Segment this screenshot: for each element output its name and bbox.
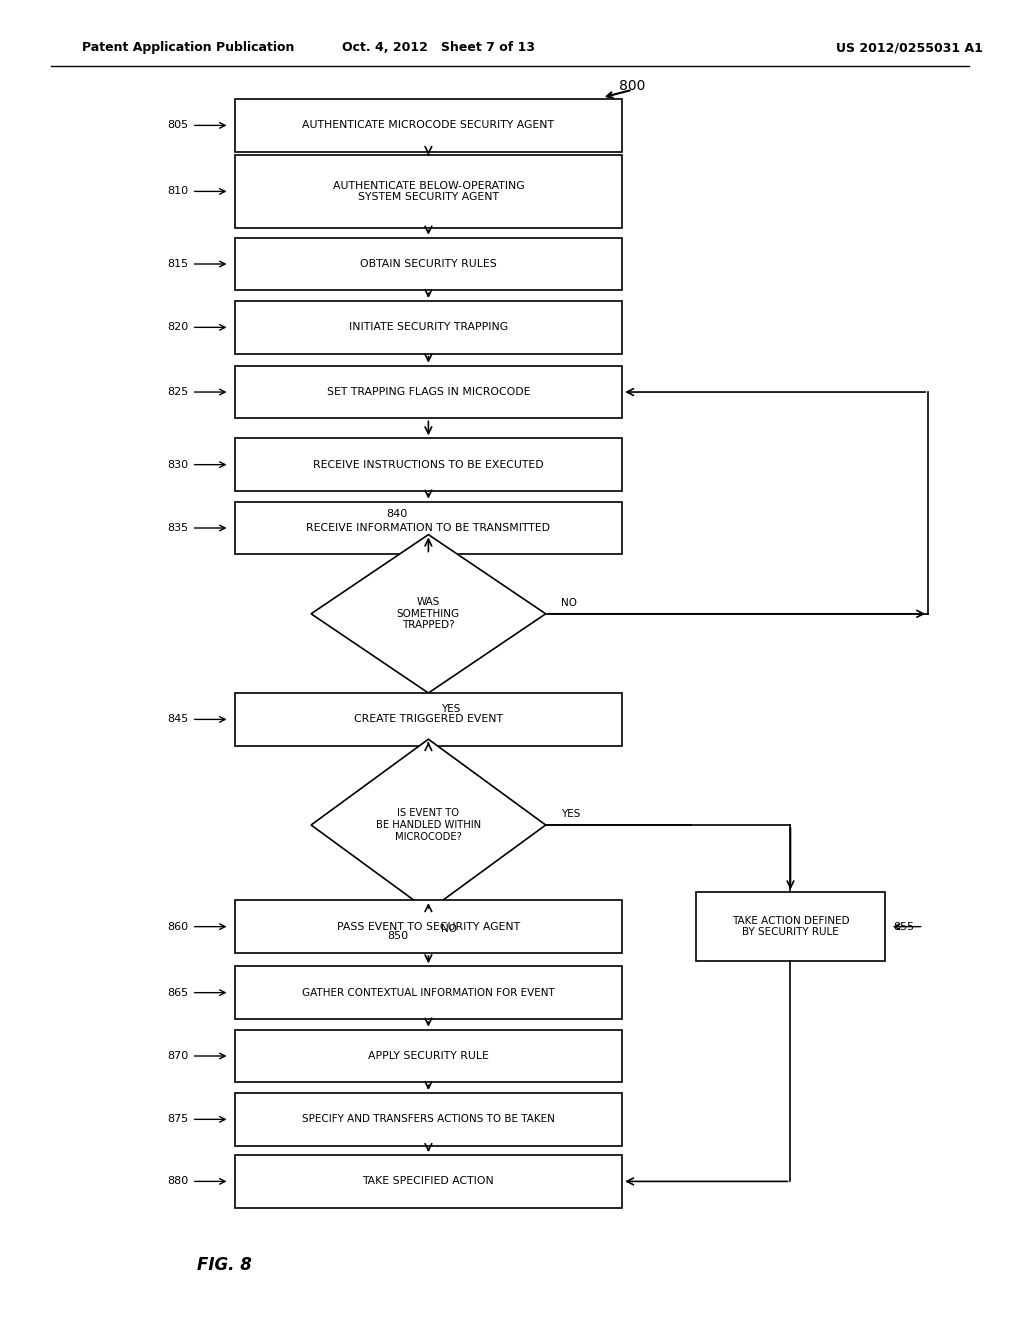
Text: 865: 865: [168, 987, 188, 998]
Text: 800: 800: [620, 79, 645, 92]
Text: 860: 860: [168, 921, 188, 932]
FancyBboxPatch shape: [234, 1093, 623, 1146]
FancyBboxPatch shape: [234, 99, 623, 152]
Text: YES: YES: [561, 809, 581, 820]
Text: CREATE TRIGGERED EVENT: CREATE TRIGGERED EVENT: [354, 714, 503, 725]
Text: TAKE SPECIFIED ACTION: TAKE SPECIFIED ACTION: [362, 1176, 495, 1187]
Polygon shape: [311, 535, 546, 693]
Text: OBTAIN SECURITY RULES: OBTAIN SECURITY RULES: [360, 259, 497, 269]
FancyBboxPatch shape: [234, 900, 623, 953]
FancyBboxPatch shape: [234, 154, 623, 227]
Text: 835: 835: [168, 523, 188, 533]
Text: 825: 825: [168, 387, 188, 397]
FancyBboxPatch shape: [234, 966, 623, 1019]
Text: AUTHENTICATE MICROCODE SECURITY AGENT: AUTHENTICATE MICROCODE SECURITY AGENT: [302, 120, 554, 131]
FancyBboxPatch shape: [696, 892, 885, 961]
Text: 855: 855: [893, 921, 914, 932]
Text: RECEIVE INSTRUCTIONS TO BE EXECUTED: RECEIVE INSTRUCTIONS TO BE EXECUTED: [313, 459, 544, 470]
Text: TAKE ACTION DEFINED
BY SECURITY RULE: TAKE ACTION DEFINED BY SECURITY RULE: [732, 916, 849, 937]
Text: Patent Application Publication: Patent Application Publication: [82, 41, 294, 54]
Text: 830: 830: [168, 459, 188, 470]
Text: SPECIFY AND TRANSFERS ACTIONS TO BE TAKEN: SPECIFY AND TRANSFERS ACTIONS TO BE TAKE…: [302, 1114, 555, 1125]
Text: YES: YES: [440, 704, 460, 714]
Text: PASS EVENT TO SECURITY AGENT: PASS EVENT TO SECURITY AGENT: [337, 921, 520, 932]
Text: 850: 850: [387, 931, 408, 941]
Text: 815: 815: [168, 259, 188, 269]
Text: 845: 845: [168, 714, 188, 725]
Text: 840: 840: [387, 508, 408, 519]
FancyBboxPatch shape: [234, 438, 623, 491]
Text: NO: NO: [561, 598, 577, 609]
FancyBboxPatch shape: [234, 1030, 623, 1082]
Text: 870: 870: [168, 1051, 188, 1061]
Text: INITIATE SECURITY TRAPPING: INITIATE SECURITY TRAPPING: [349, 322, 508, 333]
FancyBboxPatch shape: [234, 238, 623, 290]
Text: APPLY SECURITY RULE: APPLY SECURITY RULE: [368, 1051, 488, 1061]
Text: AUTHENTICATE BELOW-OPERATING
SYSTEM SECURITY AGENT: AUTHENTICATE BELOW-OPERATING SYSTEM SECU…: [333, 181, 524, 202]
FancyBboxPatch shape: [234, 502, 623, 554]
FancyBboxPatch shape: [234, 693, 623, 746]
Polygon shape: [311, 739, 546, 911]
Text: NO: NO: [440, 924, 457, 935]
Text: GATHER CONTEXTUAL INFORMATION FOR EVENT: GATHER CONTEXTUAL INFORMATION FOR EVENT: [302, 987, 555, 998]
Text: FIG. 8: FIG. 8: [197, 1255, 252, 1274]
FancyBboxPatch shape: [234, 301, 623, 354]
Text: 805: 805: [168, 120, 188, 131]
Text: 880: 880: [168, 1176, 188, 1187]
Text: 875: 875: [168, 1114, 188, 1125]
FancyBboxPatch shape: [234, 366, 623, 418]
Text: RECEIVE INFORMATION TO BE TRANSMITTED: RECEIVE INFORMATION TO BE TRANSMITTED: [306, 523, 550, 533]
Text: Oct. 4, 2012   Sheet 7 of 13: Oct. 4, 2012 Sheet 7 of 13: [342, 41, 536, 54]
Text: IS EVENT TO
BE HANDLED WITHIN
MICROCODE?: IS EVENT TO BE HANDLED WITHIN MICROCODE?: [376, 808, 481, 842]
Text: SET TRAPPING FLAGS IN MICROCODE: SET TRAPPING FLAGS IN MICROCODE: [327, 387, 530, 397]
Text: 810: 810: [168, 186, 188, 197]
Text: US 2012/0255031 A1: US 2012/0255031 A1: [837, 41, 983, 54]
FancyBboxPatch shape: [234, 1155, 623, 1208]
Text: 820: 820: [168, 322, 188, 333]
Text: WAS
SOMETHING
TRAPPED?: WAS SOMETHING TRAPPED?: [397, 597, 460, 631]
